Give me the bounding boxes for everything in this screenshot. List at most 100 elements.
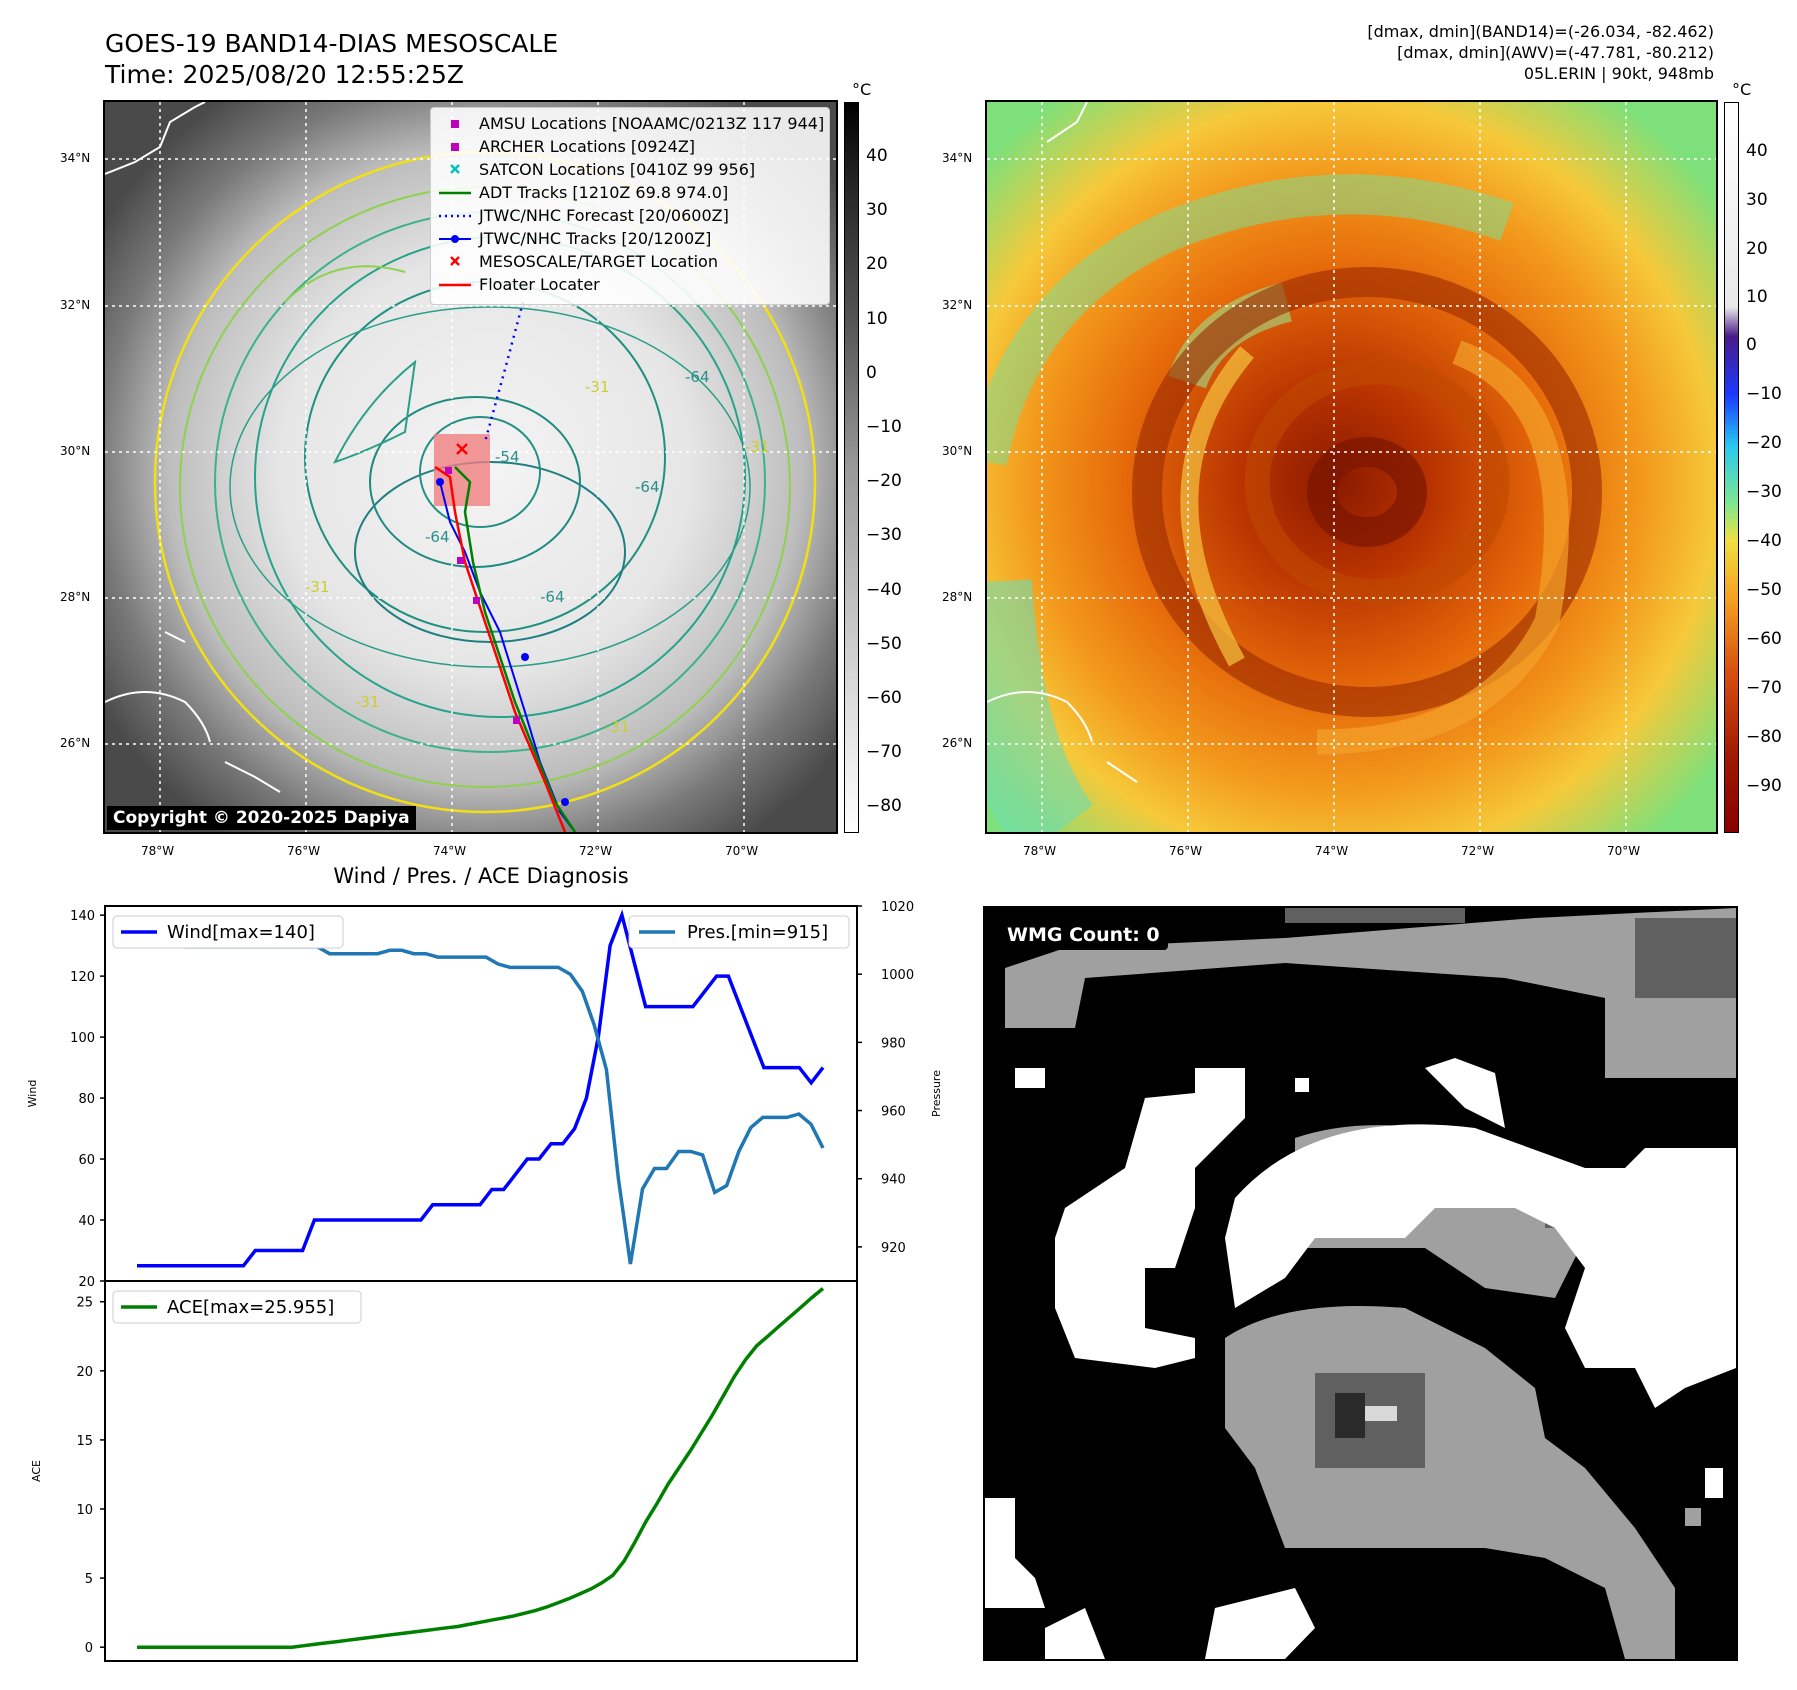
- ace-legend-box: [112, 1290, 362, 1324]
- colorbar-ir-tick-10: −60: [866, 688, 902, 708]
- svg-text:-31: -31: [585, 378, 610, 396]
- adt-track: [454, 466, 577, 832]
- wind-ytick-label: 40: [78, 1214, 95, 1229]
- awv-coastlines: [987, 102, 1138, 783]
- wind-ytick-label: 80: [78, 1092, 95, 1107]
- colorbar-awv-tick-4: 0: [1746, 335, 1757, 355]
- legend-item: ARCHER Locations [0924Z]: [431, 135, 829, 158]
- wind-pressure-axes-frame: [104, 905, 858, 1282]
- info-line1: [dmax, dmin](BAND14)=(-26.034, -82.462): [1367, 22, 1714, 41]
- ace-ytick-label: 25: [76, 1296, 93, 1311]
- svg-text:-31: -31: [745, 438, 770, 456]
- svg-text:-64: -64: [685, 368, 710, 386]
- pressure-ylabel: Pressure: [930, 1070, 943, 1117]
- lat-label-left-1: 32°N: [60, 298, 91, 312]
- pressure-ytick-label: 920: [881, 1241, 906, 1256]
- pressure-ytick-label: 940: [881, 1173, 906, 1188]
- awv-spiral-bands: [987, 174, 1602, 832]
- pressure-ytick-label: 960: [881, 1105, 906, 1120]
- target-marker: [456, 443, 468, 455]
- colorbar-awv-tick-1: 30: [1746, 190, 1768, 210]
- colorbar-awv-tick-7: −30: [1746, 482, 1782, 502]
- awv-map-panel: [985, 100, 1718, 834]
- colorbar-ir: [844, 102, 859, 833]
- lon-label-left-2: 74°W: [433, 844, 467, 858]
- wind-ytick-label: 100: [70, 1031, 95, 1046]
- legend-item: MESOSCALE/TARGET Location: [431, 250, 829, 273]
- wmg-white-regions: [985, 1058, 1736, 1659]
- wmg-black-spots: [1335, 1393, 1365, 1438]
- wind-ytick-label: 20: [78, 1275, 95, 1290]
- lon-label-left-0: 78°W: [141, 844, 175, 858]
- colorbar-ir-unit: °C: [852, 80, 872, 99]
- svg-text:-64: -64: [425, 528, 450, 546]
- awv-map-svg: [987, 102, 1716, 832]
- pressure-ytick-label: 1020: [881, 900, 914, 915]
- colorbar-ir-tick-4: 0: [866, 362, 877, 383]
- lon-label-left-1: 76°W: [287, 844, 321, 858]
- colorbar-awv-tick-5: −10: [1746, 384, 1782, 404]
- wmg-panel: WMG Count: 0: [983, 906, 1738, 1661]
- colorbar-awv-tick-9: −50: [1746, 580, 1782, 600]
- legend-label: Floater Locater: [479, 275, 600, 294]
- colorbar-ir-tick-2: 20: [866, 254, 888, 275]
- svg-text:-54: -54: [495, 448, 520, 466]
- colorbar-ir-tick-7: −30: [866, 525, 902, 546]
- lon-label-right-3: 72°W: [1461, 844, 1495, 858]
- map-legend: AMSU Locations [NOAAMC/0213Z 117 944] AR…: [430, 107, 830, 305]
- ace-legend-label: ACE[max=25.955]: [167, 1297, 334, 1318]
- lon-label-left-4: 70°W: [725, 844, 759, 858]
- ir-map-panel: -64 -64 -64 -64 -54 -31 -31 -31 -31 -31 …: [103, 100, 838, 834]
- wind-legend-label: Wind[max=140]: [167, 922, 315, 943]
- lat-label-right-1: 32°N: [942, 298, 973, 312]
- svg-text:-31: -31: [355, 693, 380, 711]
- colorbar-ir-tick-9: −50: [866, 633, 902, 654]
- awv-gridlines: [987, 102, 1716, 832]
- ace-ytick-label: 5: [85, 1572, 93, 1587]
- wmg-svg: [985, 908, 1736, 1659]
- colorbar-awv-tick-0: 40: [1746, 141, 1768, 161]
- pressure-series-line: [137, 921, 825, 1265]
- colorbar-ir-tick-3: 10: [866, 308, 888, 329]
- lon-label-left-3: 72°W: [579, 844, 613, 858]
- legend-label: JTWC/NHC Tracks [20/1200Z]: [479, 229, 712, 248]
- legend-item: AMSU Locations [NOAAMC/0213Z 117 944]: [431, 112, 829, 135]
- colorbar-awv-tick-10: −60: [1746, 629, 1782, 649]
- legend-label: ADT Tracks [1210Z 69.8 974.0]: [479, 183, 729, 202]
- colorbar-ir-tick-8: −40: [866, 579, 902, 600]
- legend-item: ADT Tracks [1210Z 69.8 974.0]: [431, 181, 829, 204]
- lat-label-right-2: 30°N: [942, 444, 973, 458]
- colorbar-awv-tick-6: −20: [1746, 433, 1782, 453]
- lat-label-right-0: 34°N: [942, 151, 973, 165]
- colorbar-ir-tick-5: −10: [866, 417, 902, 437]
- pressure-ytick-label: 980: [881, 1036, 906, 1051]
- legend-symbol: [451, 120, 459, 128]
- chart-title-line2: Time: 2025/08/20 12:55:25Z: [105, 60, 464, 89]
- legend-symbol: [439, 235, 471, 243]
- colorbar-awv-tick-2: 20: [1746, 239, 1768, 259]
- legend-item: JTWC/NHC Tracks [20/1200Z]: [431, 227, 829, 250]
- colorbar-ir-tick-6: −20: [866, 471, 902, 492]
- ace-ytick-label: 0: [85, 1641, 93, 1656]
- wmg-count-label: WMG Count: 0: [999, 920, 1168, 950]
- ace-series-line: [137, 1287, 825, 1649]
- svg-text:-64: -64: [540, 588, 565, 606]
- legend-symbol: [439, 283, 471, 287]
- lat-label-right-3: 28°N: [942, 590, 973, 604]
- legend-label: AMSU Locations [NOAAMC/0213Z 117 944]: [479, 114, 825, 133]
- wind-series-line: [137, 909, 825, 1268]
- colorbar-awv-tick-8: −40: [1746, 531, 1782, 551]
- ace-axes-frame: [104, 1280, 858, 1662]
- colorbar-awv-unit: °C: [1732, 80, 1752, 99]
- colorbar-ir-tick-11: −70: [866, 742, 902, 763]
- lon-label-right-1: 76°W: [1169, 844, 1203, 858]
- colorbar-awv-tick-12: −80: [1746, 727, 1782, 747]
- legend-symbol: [450, 256, 460, 266]
- legend-label: JTWC/NHC Forecast [20/0600Z]: [479, 206, 729, 225]
- pressure-legend-box: [628, 915, 850, 949]
- lon-label-right-2: 74°W: [1315, 844, 1349, 858]
- colorbar-awv: [1724, 102, 1739, 833]
- wind-ytick-label: 60: [78, 1153, 95, 1168]
- wind-ylabel: Wind: [26, 1080, 39, 1108]
- wind-ytick-label: 140: [70, 909, 95, 924]
